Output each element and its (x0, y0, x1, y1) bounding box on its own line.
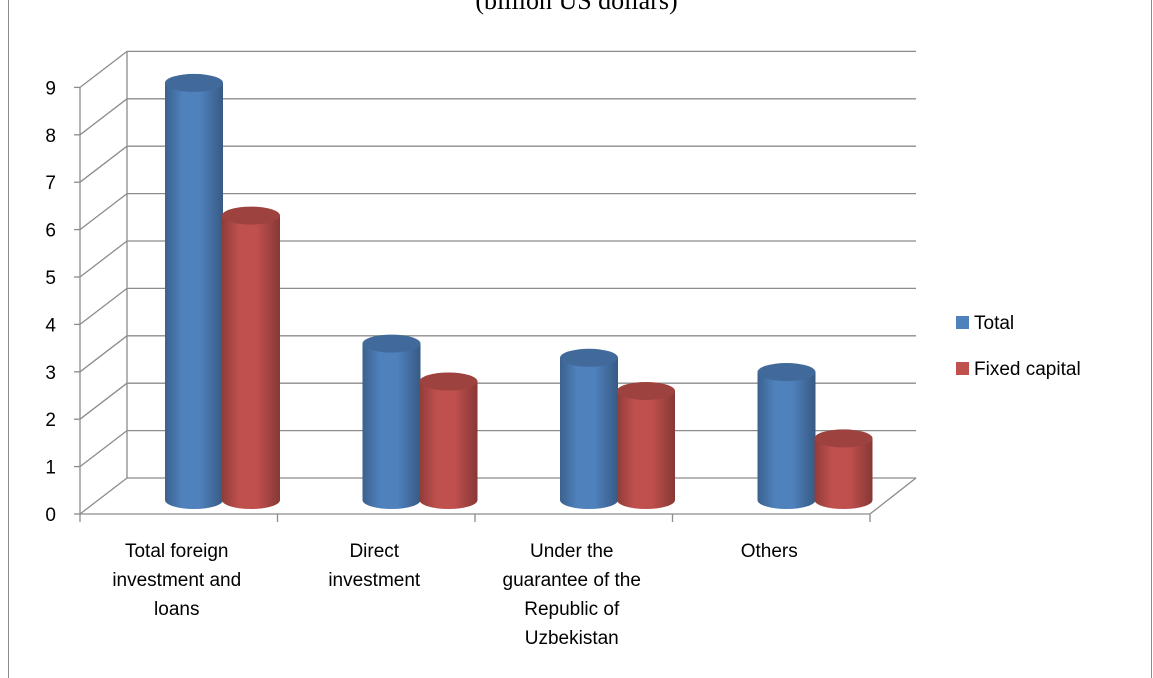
bar-top (814, 429, 873, 448)
y-tick-label: 0 (45, 505, 56, 526)
legend-swatch (956, 362, 969, 375)
legend-label: Fixed capital (974, 359, 1081, 380)
bar-layer (165, 73, 873, 509)
bar-total (560, 348, 618, 509)
chart-frame (8, 0, 1152, 678)
legend-label: Total (974, 313, 1014, 334)
chart-caption: (billion US dollars) (475, 0, 678, 15)
y-tick-label: 2 (45, 410, 56, 431)
bar-total (362, 334, 421, 509)
bar-body (560, 357, 618, 509)
bar-fixed-capital (814, 429, 873, 509)
y-tick-label: 9 (45, 78, 56, 99)
bar-total (757, 363, 816, 509)
y-tick-label: 7 (45, 173, 56, 194)
bar-fixed-capital (419, 372, 478, 509)
gridline-side (79, 430, 128, 468)
y-tick-label: 1 (45, 458, 56, 479)
gridline-side (79, 145, 128, 183)
y-tick-label: 5 (45, 268, 56, 289)
gridline-side (79, 98, 128, 136)
bar-body (757, 372, 816, 509)
x-category-label: Others (741, 541, 798, 562)
bar-fixed-capital (617, 381, 675, 509)
gridline-side (79, 335, 128, 373)
bar-top (222, 206, 280, 225)
y-tick-label: 4 (45, 315, 56, 336)
gridline-side (79, 287, 128, 325)
bar-top (560, 348, 618, 367)
y-tick-label: 3 (45, 363, 56, 384)
bar-top (362, 334, 421, 353)
bar-top (165, 73, 223, 92)
bar-top (617, 381, 675, 400)
bar-fixed-capital (222, 206, 280, 509)
gridline-side (79, 240, 128, 278)
bar-body (222, 215, 280, 509)
axis-layer: 0 1 2 3 4 5 6 7 8 9 (45, 78, 871, 526)
gridline-side (79, 50, 128, 88)
bar-top (419, 372, 478, 391)
bar-body (617, 390, 675, 509)
x-category-label: Direct investment (328, 541, 421, 591)
x-category-label: Total foreign investment and loans (112, 541, 241, 620)
bar-body (419, 381, 478, 509)
gridline-side (79, 382, 128, 420)
y-tick-label: 6 (45, 221, 56, 242)
legend: Total Fixed capital (956, 313, 1081, 380)
bar-body (814, 438, 873, 509)
y-tick-label: 8 (45, 126, 56, 147)
bar-top (757, 363, 816, 382)
gridline-side (79, 477, 128, 515)
label-layer: Total foreign investment and loans Direct in… (112, 541, 797, 649)
bar-body (165, 82, 223, 509)
bar-total (165, 73, 223, 509)
x-category-label: Under the guarantee of the Republic of Uzbe… (503, 541, 641, 649)
bar-body (362, 343, 421, 509)
gridline-side (79, 193, 128, 231)
legend-swatch (956, 316, 969, 329)
